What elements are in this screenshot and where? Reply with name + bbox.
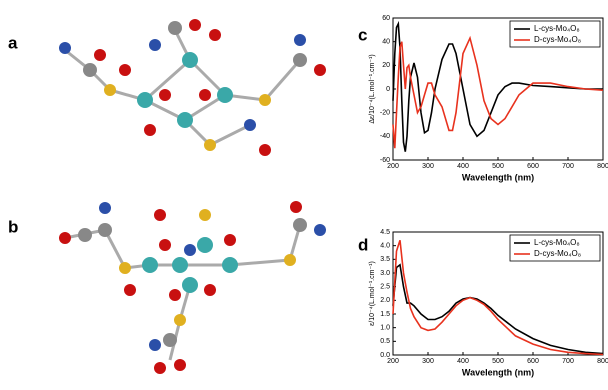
x-tick-label: 700	[562, 358, 574, 365]
x-axis-label: Wavelength (nm)	[462, 367, 534, 377]
y-tick-label: -40	[380, 133, 390, 140]
y-tick-label: 0.5	[380, 338, 390, 345]
y-tick-label: 3.5	[380, 256, 390, 263]
x-tick-label: 400	[457, 358, 469, 365]
y-tick-label: 60	[382, 15, 390, 22]
molecule-b	[59, 201, 326, 374]
x-tick-label: 500	[492, 163, 504, 170]
panel-label: a	[8, 33, 18, 52]
y-tick-label: 0.0	[380, 352, 390, 359]
y-tick-label: 0	[386, 86, 390, 93]
x-tick-label: 600	[527, 163, 539, 170]
molecule-a	[59, 19, 326, 156]
y-tick-label: 20	[382, 62, 390, 69]
y-tick-label: 3.0	[380, 270, 390, 277]
x-tick-label: 500	[492, 358, 504, 365]
x-tick-label: 200	[387, 358, 399, 365]
x-tick-label: 300	[422, 163, 434, 170]
panel-label: b	[8, 217, 18, 236]
line-series	[393, 265, 603, 354]
panel-label: d	[358, 235, 368, 254]
y-tick-label: 2.5	[380, 284, 390, 291]
figure: a b c d 200 300 400 500 600 700 800 -60 -40 -20 0 2…	[0, 0, 608, 390]
legend-label: L-cys-Mo₄O₈	[534, 24, 580, 33]
y-tick-label: 1.5	[380, 311, 390, 318]
panel-label: c	[358, 25, 367, 44]
x-tick-label: 300	[422, 358, 434, 365]
y-axis-label: Δε/10⁻⁴(L.mol⁻¹.cm⁻¹)	[369, 54, 376, 123]
y-tick-label: 4.5	[380, 229, 390, 236]
x-tick-label: 700	[562, 163, 574, 170]
x-tick-label: 600	[527, 358, 539, 365]
x-tick-label: 800	[597, 358, 608, 365]
legend-label: L-cys-Mo₄O₈	[534, 238, 580, 247]
legend-label: D-cys-Mo₄O₈	[534, 35, 581, 44]
y-tick-label: -60	[380, 157, 390, 164]
y-axis-label: ε/10⁻⁴(L.mol⁻¹.cm⁻¹)	[369, 261, 376, 326]
x-axis-label: Wavelength (nm)	[462, 172, 534, 182]
x-tick-label: 800	[597, 163, 608, 170]
x-tick-label: 400	[457, 163, 469, 170]
x-tick-label: 200	[387, 163, 399, 170]
y-tick-label: 40	[382, 39, 390, 46]
y-tick-label: -20	[380, 110, 390, 117]
y-tick-label: 1.0	[380, 325, 390, 332]
y-tick-label: 4.0	[380, 243, 390, 250]
y-tick-label: 2.0	[380, 297, 390, 304]
legend-label: D-cys-Mo₄O₈	[534, 249, 581, 258]
